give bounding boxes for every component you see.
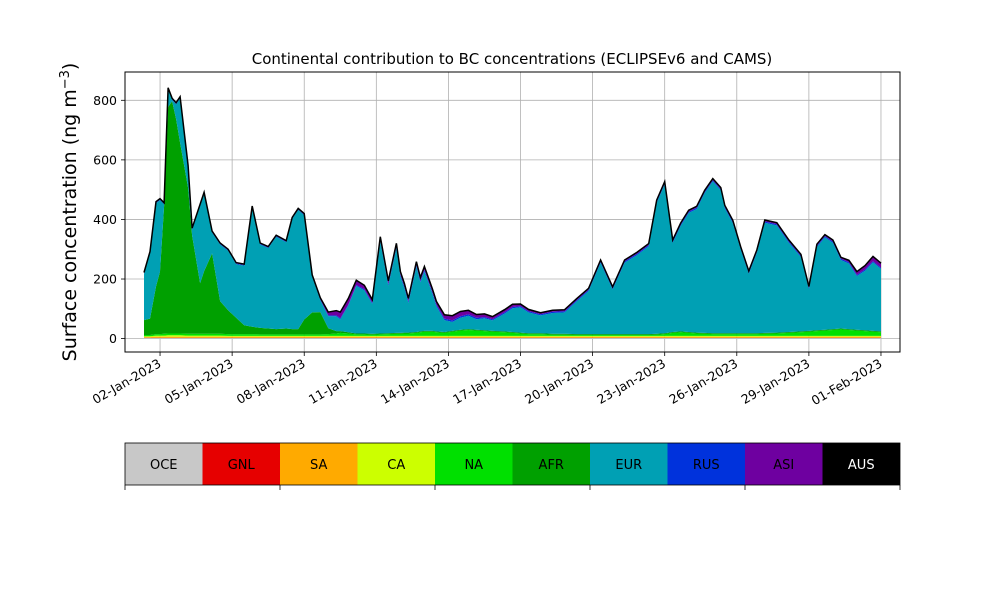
legend-label-asi: ASI bbox=[773, 458, 794, 473]
y-tick-label-4: 800 bbox=[93, 93, 117, 108]
legend-swatch-gnl bbox=[202, 443, 280, 485]
stacked-areas bbox=[144, 87, 881, 339]
y-axis-label-superscript: −3 bbox=[58, 70, 73, 89]
legend-swatch-asi bbox=[745, 443, 823, 485]
legend-swatch-afr bbox=[512, 443, 590, 485]
legend-swatch-rus bbox=[667, 443, 745, 485]
legend-label-afr: AFR bbox=[539, 458, 564, 473]
total-outline bbox=[143, 87, 882, 318]
legend-label-sa: SA bbox=[310, 458, 327, 473]
area-sa bbox=[144, 336, 881, 338]
plot-frame bbox=[124, 71, 901, 353]
area-oce bbox=[144, 338, 881, 339]
area-eur bbox=[144, 89, 881, 335]
y-axis-label-close: ) bbox=[59, 63, 81, 70]
legend-label-eur: EUR bbox=[615, 458, 642, 473]
legend-swatch-na bbox=[435, 443, 513, 485]
y-axis-label: Surface concentration (ng m−3) bbox=[58, 63, 81, 362]
y-tick-label-0: 0 bbox=[109, 331, 117, 346]
legend: OCE GNL SA CA NA AFR EUR RUS ASI AUS bbox=[124, 442, 901, 490]
area-ca bbox=[144, 335, 881, 338]
legend-swatch-aus bbox=[822, 443, 900, 485]
y-tick-label-3: 600 bbox=[93, 152, 117, 167]
legend-label-gnl: GNL bbox=[228, 458, 256, 473]
legend-frame bbox=[124, 442, 901, 486]
y-tick-label-2: 400 bbox=[93, 212, 117, 227]
legend-label-ca: CA bbox=[387, 458, 405, 473]
area-na bbox=[144, 329, 881, 337]
legend-label-aus: AUS bbox=[848, 458, 875, 473]
area-afr bbox=[144, 101, 881, 335]
y-axis-label-main: Surface concentration (ng m bbox=[59, 89, 81, 361]
legend-label-na: NA bbox=[464, 458, 483, 473]
y-tick-label-1: 200 bbox=[93, 272, 117, 287]
legend-label-rus: RUS bbox=[693, 458, 720, 473]
legend-swatch-ca bbox=[357, 443, 435, 485]
total-line bbox=[143, 87, 882, 318]
chart-title: Continental contribution to BC concentra… bbox=[252, 50, 773, 68]
legend-label-oce: OCE bbox=[150, 458, 178, 473]
legend-swatch-eur bbox=[590, 443, 668, 485]
legend-swatch-oce bbox=[125, 443, 203, 485]
y-axis: 0 200 400 600 800 bbox=[93, 93, 125, 346]
legend-swatch-sa bbox=[280, 443, 358, 485]
